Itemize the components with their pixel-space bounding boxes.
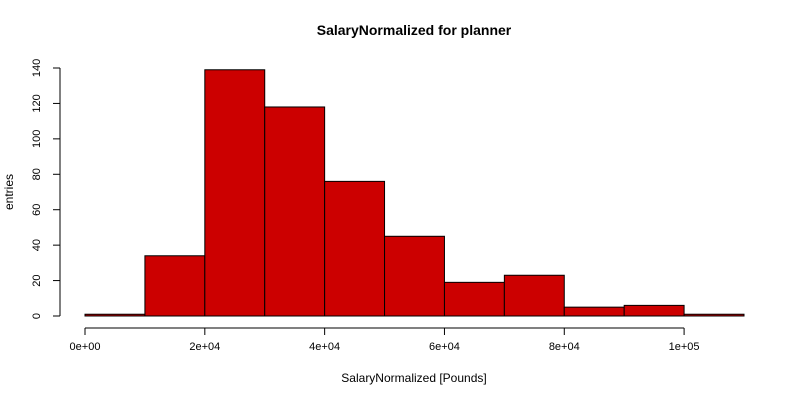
x-tick-label: 8e+04 [549, 341, 580, 353]
x-axis-label: SalaryNormalized [Pounds] [341, 371, 486, 385]
y-tick-label: 120 [31, 94, 43, 112]
histogram-bar [264, 106, 326, 317]
histogram-bar [144, 255, 206, 317]
chart-title: SalaryNormalized for planner [317, 22, 512, 38]
x-tick-label: 4e+04 [309, 341, 340, 353]
y-tick-label: 20 [31, 274, 43, 286]
x-tick-label: 6e+04 [429, 341, 460, 353]
histogram-bar [443, 281, 505, 317]
histogram-bar [683, 313, 745, 317]
y-tick-label: 80 [31, 168, 43, 180]
x-tick-label: 2e+04 [189, 341, 220, 353]
histogram-bar [324, 180, 386, 317]
y-tick-label: 60 [31, 204, 43, 216]
x-tick-label: 1e+05 [669, 341, 700, 353]
histogram-bar [503, 274, 565, 317]
y-tick-label: 140 [31, 59, 43, 77]
histogram-bar [384, 235, 445, 317]
y-axis: 0 20 40 60 80 100 120 140 [31, 59, 61, 319]
y-tick-label: 100 [31, 130, 43, 148]
x-axis: 0e+00 2e+04 4e+04 6e+04 8e+04 1e+05 [70, 327, 700, 353]
y-tick-label: 40 [31, 239, 43, 251]
histogram-bar [84, 313, 146, 317]
bars-group [84, 69, 745, 317]
histogram-bar [623, 304, 685, 317]
histogram-bar [204, 69, 266, 317]
x-tick-label: 0e+00 [70, 341, 101, 353]
histogram-bar [563, 306, 625, 317]
y-axis-label: entries [2, 174, 16, 210]
y-tick-label: 0 [31, 313, 43, 319]
